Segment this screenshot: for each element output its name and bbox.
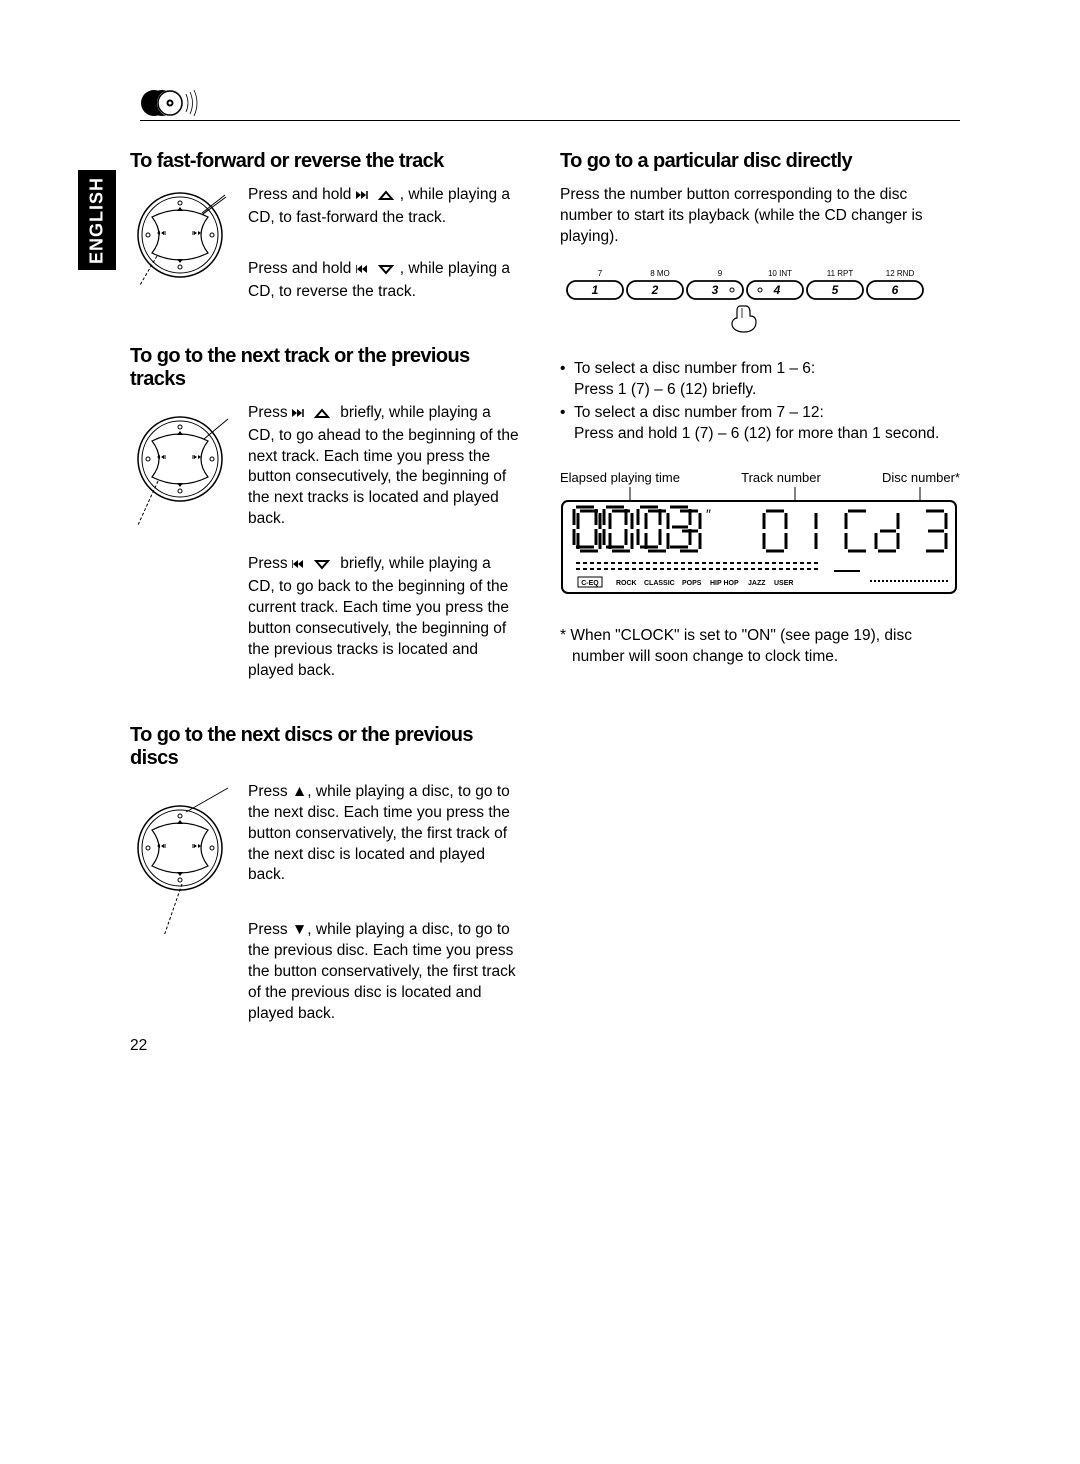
text: Press ▲, while playing a disc, to go to … [248, 782, 520, 887]
btn-top-label: 10 INT [768, 269, 792, 278]
heading-next-track: To go to the next track or the previous … [130, 345, 520, 391]
svg-text:JAZZ: JAZZ [748, 580, 766, 587]
svg-text:″: ″ [706, 506, 711, 522]
language-tab: ENGLISH [78, 170, 116, 270]
text: Press [248, 404, 292, 421]
control-dial-icon [130, 782, 230, 1049]
button-1: 1 [567, 281, 623, 299]
control-dial-icon [130, 185, 230, 327]
prev-icon [292, 556, 336, 577]
label-track: Track number [741, 470, 821, 485]
footnote: * When "CLOCK" is set to "ON" (see page … [560, 626, 960, 668]
svg-text:ROCK: ROCK [616, 580, 637, 587]
button-4: 4 [747, 281, 803, 299]
svg-text:1: 1 [592, 283, 599, 297]
btn-top-label: 11 RPT [827, 269, 854, 278]
number-buttons-diagram: 7 8 MO 9 10 INT 11 RPT 12 RND 1 2 3 4 5 … [560, 266, 960, 341]
label-disc: Disc number* [882, 470, 960, 485]
svg-text:2: 2 [651, 283, 659, 297]
text: To select a disc number from 7 – 12: [574, 404, 824, 421]
text: Press and hold [248, 186, 356, 203]
instruction-list: To select a disc number from 1 – 6: Pres… [560, 359, 960, 445]
label-elapsed: Elapsed playing time [560, 470, 680, 485]
intro-text: Press the number button corresponding to… [560, 185, 960, 248]
control-dial-icon [130, 403, 230, 706]
heading-next-disc: To go to the next discs or the previous … [130, 724, 520, 770]
next-icon [292, 405, 336, 426]
ffwd-icon [356, 187, 400, 208]
heading-fast-forward: To fast-forward or reverse the track [130, 150, 520, 173]
button-6: 6 [867, 281, 923, 299]
display-label-row: Elapsed playing time Track number Disc n… [560, 470, 960, 485]
text: Press ▼, while playing a disc, to go to … [248, 920, 520, 1025]
page-number: 22 [130, 1037, 147, 1055]
svg-text:USER: USER [774, 580, 793, 587]
svg-text:HIP HOP: HIP HOP [710, 580, 739, 587]
btn-top-label: 9 [718, 269, 723, 278]
svg-text:C-EQ: C-EQ [581, 580, 599, 587]
lcd-display: ″ [560, 487, 960, 602]
svg-text:POPS: POPS [682, 580, 702, 587]
next-track-text: Press briefly, while playing a CD, to go… [248, 403, 520, 706]
svg-text:6: 6 [892, 283, 899, 297]
text: To select a disc number from 1 – 6: [574, 360, 815, 377]
next-disc-text: Press ▲, while playing a disc, to go to … [248, 782, 520, 1049]
rew-icon [356, 261, 400, 282]
pointing-hand-icon [732, 306, 756, 332]
button-5: 5 [807, 281, 863, 299]
btn-top-label: 12 RND [886, 269, 915, 278]
svg-text:5: 5 [832, 283, 839, 297]
svg-text:4: 4 [773, 283, 781, 297]
header-rule [140, 120, 960, 121]
button-3: 3 [687, 281, 743, 299]
right-column: To go to a particular disc directly Pres… [560, 150, 960, 1065]
svg-text:3: 3 [712, 283, 719, 297]
text: briefly, while playing a CD, to go ahead… [248, 404, 519, 528]
btn-top-label: 8 MO [650, 269, 670, 278]
left-column: To fast-forward or reverse the track [130, 150, 520, 1065]
btn-top-label: 7 [598, 269, 603, 278]
text: Press [248, 555, 292, 572]
fast-forward-text: Press and hold , while playing a CD, to … [248, 185, 520, 327]
manual-page: ENGLISH To fast-forward or reverse the t… [0, 0, 1080, 1105]
button-2: 2 [627, 281, 683, 299]
heading-particular-disc: To go to a particular disc directly [560, 150, 960, 173]
text: Press 1 (7) – 6 (12) briefly. [574, 381, 756, 398]
svg-text:CLASSIC: CLASSIC [644, 580, 675, 587]
text: Press and hold 1 (7) – 6 (12) for more t… [574, 425, 939, 442]
text: Press and hold [248, 260, 356, 277]
text: briefly, while playing a CD, to go back … [248, 555, 509, 679]
